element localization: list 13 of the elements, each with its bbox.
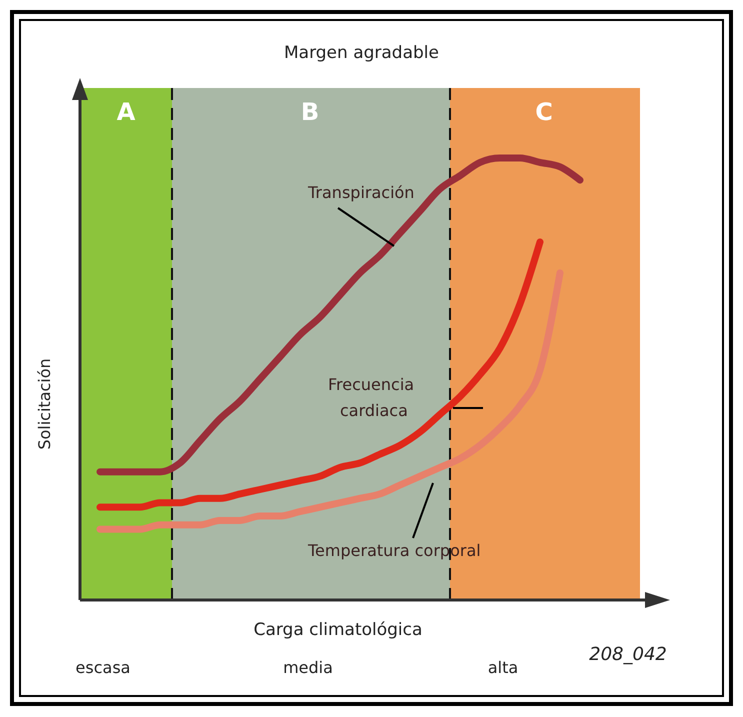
chart-title: Margen agradable [284,43,440,63]
text: alta [488,658,518,677]
text: escasa [76,658,130,677]
series-label: Frecuencia cardiaca [328,375,414,420]
x-axis-title: Carga climatológica [254,620,422,640]
series-label: Transpiración [307,183,414,202]
text: B [300,98,320,126]
text: A [116,98,136,126]
text: C [535,98,553,126]
series-label: Temperatura corporal [307,541,481,560]
text: media [283,658,333,677]
text: 208_042 [589,644,667,665]
y-axis-title: Solicitación [35,358,54,450]
